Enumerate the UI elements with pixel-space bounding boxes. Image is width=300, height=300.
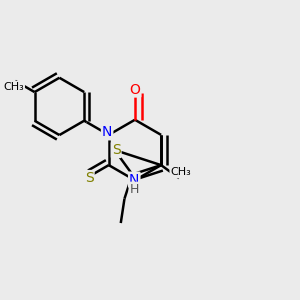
Text: H: H bbox=[130, 183, 139, 196]
Text: N: N bbox=[102, 125, 112, 139]
Text: N: N bbox=[129, 172, 140, 187]
Text: CH₃: CH₃ bbox=[170, 167, 191, 178]
Text: S: S bbox=[112, 143, 121, 157]
Text: S: S bbox=[85, 171, 94, 185]
Text: O: O bbox=[130, 82, 140, 97]
Text: CH₃: CH₃ bbox=[3, 82, 24, 92]
